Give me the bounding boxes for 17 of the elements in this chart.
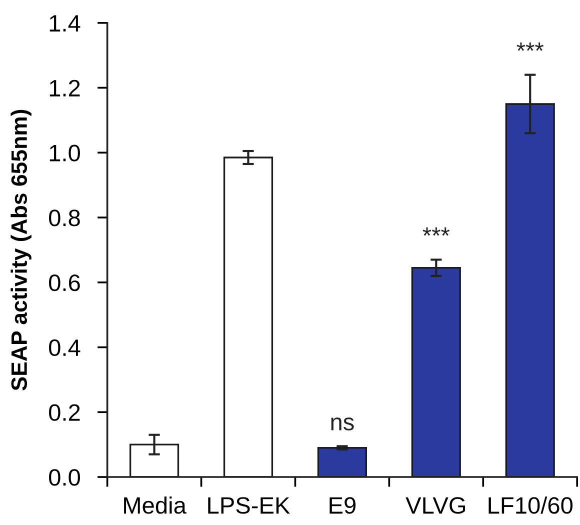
y-tick-label: 0.4 xyxy=(49,339,80,356)
x-tick-label: E9 xyxy=(330,497,356,514)
y-tick-label: 1.2 xyxy=(50,80,80,96)
x-tick-label: LPS-EK xyxy=(208,497,290,514)
y-tick-label: 0.2 xyxy=(49,404,80,421)
y-tick-label: 1.0 xyxy=(50,144,80,162)
annotation: ns xyxy=(331,417,354,430)
x-tick-label: VLVG xyxy=(406,497,466,514)
y-tick-label: 0.6 xyxy=(49,274,80,292)
y-axis-title: SEAP activity (Abs 655nm) xyxy=(10,110,32,391)
y-tick-label: 1.4 xyxy=(50,15,80,32)
y-tick-label: 0.0 xyxy=(49,469,80,486)
y-tick-label: 0.8 xyxy=(49,210,80,226)
x-tick-label: Media xyxy=(124,496,186,514)
annotation: *** xyxy=(516,42,544,51)
annotation: *** xyxy=(422,227,450,236)
x-tick-label: LF10/60 xyxy=(488,496,573,514)
